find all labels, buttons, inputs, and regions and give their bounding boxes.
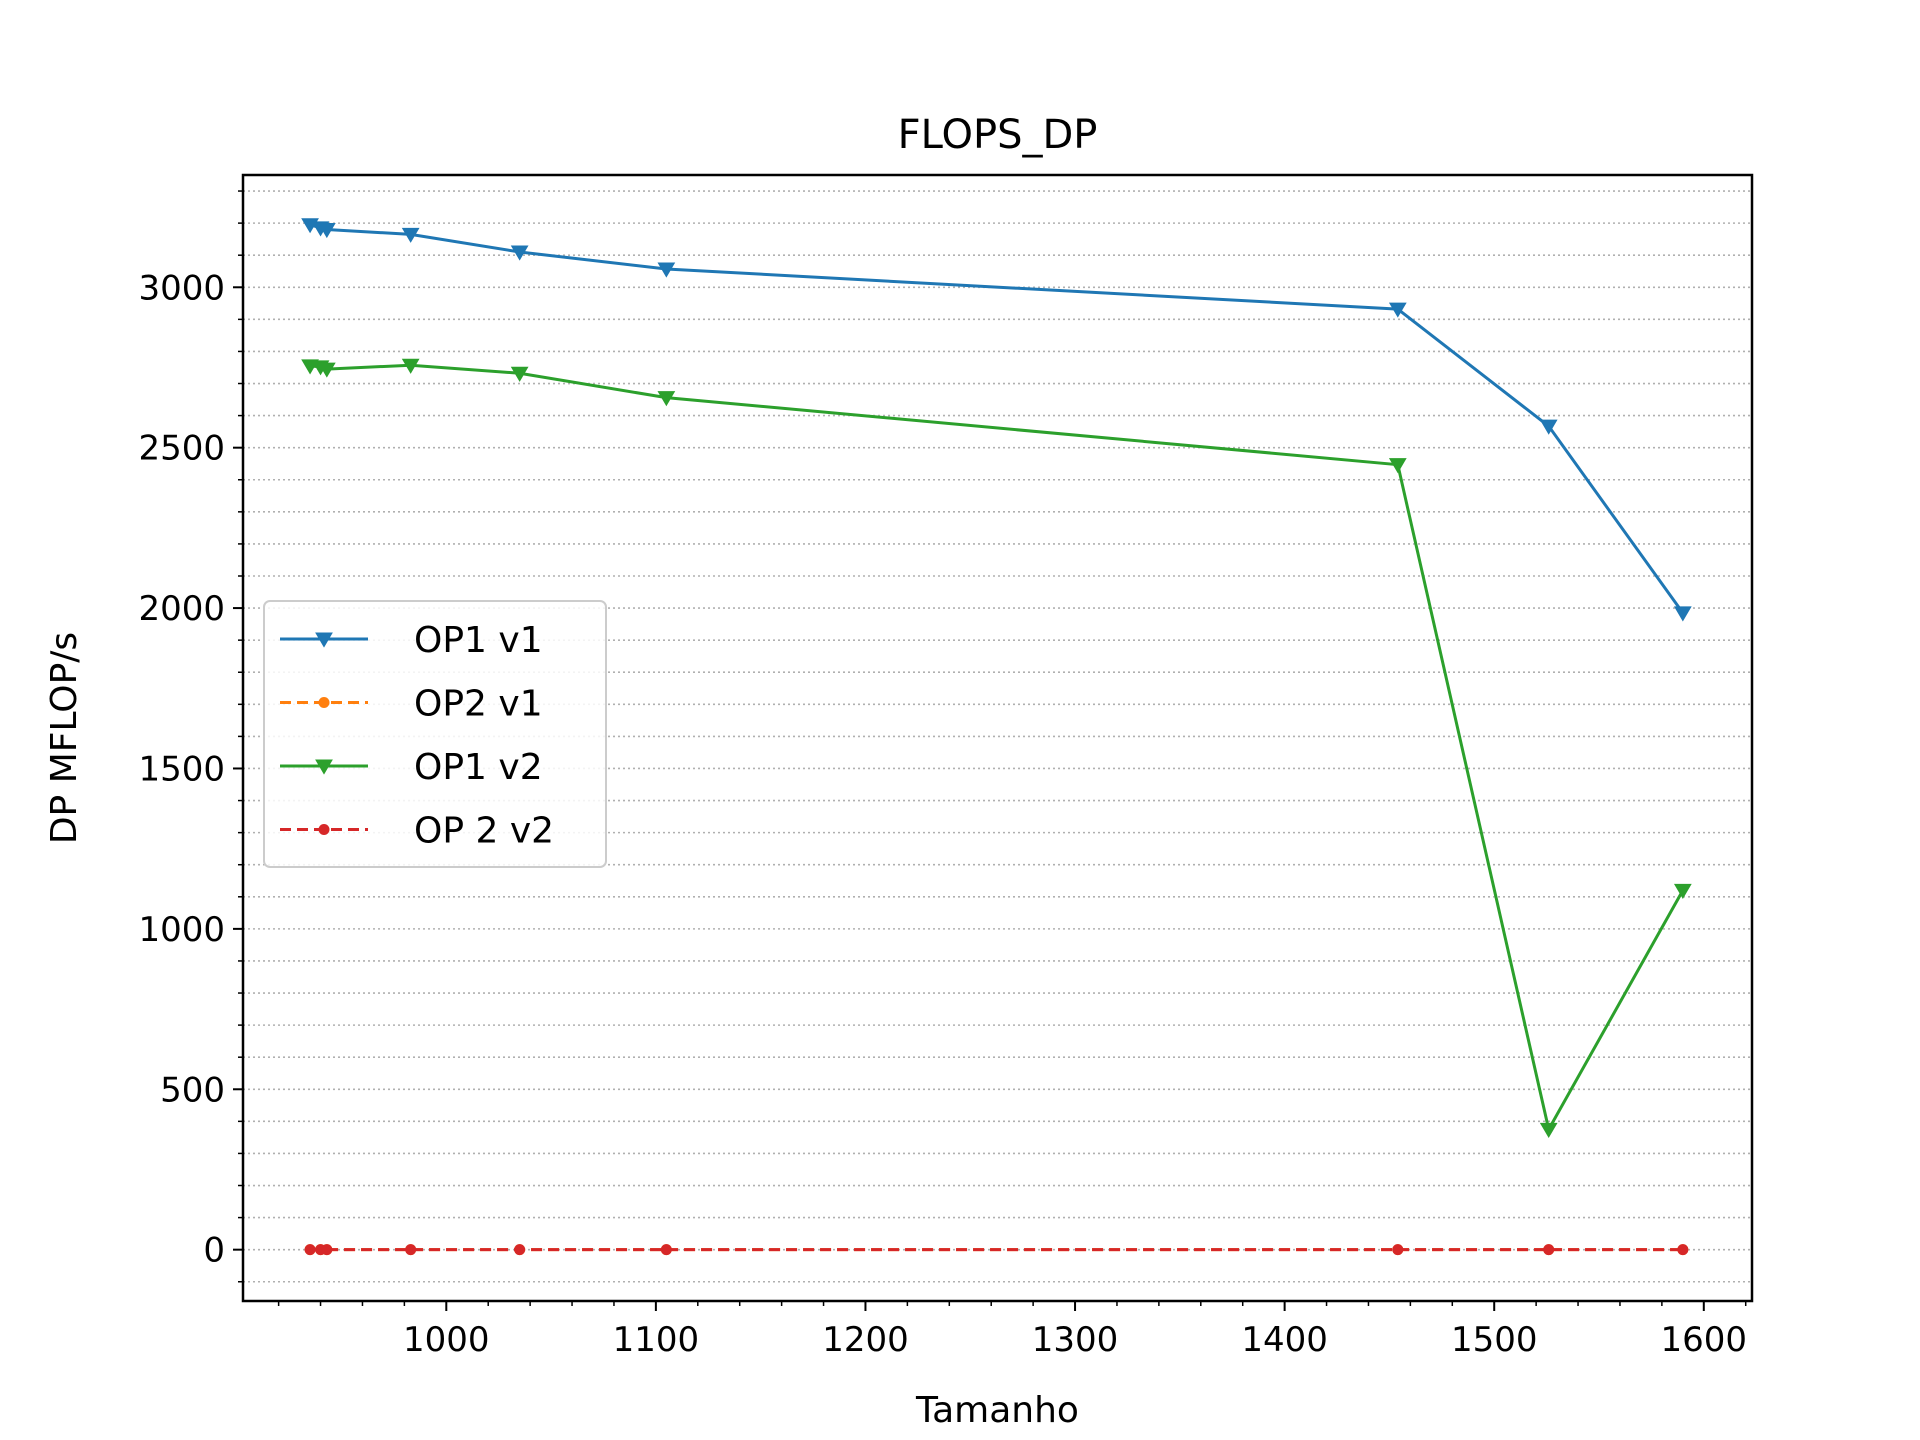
data-point [660,1244,672,1256]
legend-box [263,600,607,868]
series-layer [301,218,1692,1256]
chart-title: FLOPS_DP [898,112,1098,158]
x-tick-label: 1400 [1241,1320,1328,1360]
x-tick-label: 1000 [403,1320,490,1360]
data-point [657,391,676,407]
data-point [401,358,420,374]
x-tick-label: 1100 [613,1320,700,1360]
legend: OP1 v1 OP2 v1 OP1 v2 OP 2 v2 [263,600,607,868]
legend-label: OP2 v1 [414,684,543,725]
series-4 [304,1244,1689,1256]
data-point [514,1244,526,1256]
data-point [510,366,529,382]
legend-label: OP 2 v2 [414,811,554,852]
series-1 [301,218,1692,622]
data-point [1673,883,1692,899]
data-point [401,227,420,243]
data-point [657,262,676,278]
legend-marker [318,824,330,835]
data-point [1539,419,1558,435]
legend-label: OP1 v1 [414,620,543,661]
legend-item: OP 2 v2 [280,811,554,852]
y-tick-label: 2500 [138,429,225,469]
x-axis-label: Tamanho [915,1390,1079,1431]
y-tick-label: 500 [160,1070,225,1110]
data-point [1388,302,1407,318]
data-point [1677,1244,1689,1256]
data-point [317,362,336,378]
x-tick-label: 1500 [1451,1320,1538,1360]
legend-item: OP1 v2 [280,747,543,788]
legend-marker [315,632,333,648]
data-point [321,1244,333,1256]
y-tick-label: 1500 [138,749,225,789]
data-point [1673,606,1692,622]
legend-label: OP1 v2 [414,747,543,788]
x-tick-label: 1600 [1661,1320,1748,1360]
legend-marker [318,697,330,708]
x-tick-label: 1300 [1032,1320,1119,1360]
y-axis-label: DP MFLOP/s [44,632,85,844]
y-tick-label: 2000 [138,589,225,629]
legend-item: OP1 v1 [280,620,543,661]
data-point [510,245,529,261]
axis-ticks: 0 500 1000 1500 2000 2500 3000 1000 1100 1200 1300… [138,190,1748,1360]
data-point [304,1244,316,1256]
data-point [1392,1244,1404,1256]
plot-frame [241,173,1754,1303]
data-point [405,1244,417,1256]
x-tick-label: 1200 [822,1320,909,1360]
y-tick-label: 1000 [138,910,225,950]
data-point [317,223,336,239]
data-point [1539,1122,1558,1138]
y-tick-label: 0 [203,1231,225,1271]
data-point [1388,458,1407,474]
legend-item: OP2 v1 [280,684,543,725]
y-tick-label: 3000 [138,268,225,308]
series-3 [301,358,1692,1138]
data-point [1543,1244,1555,1256]
legend-marker [315,759,333,775]
